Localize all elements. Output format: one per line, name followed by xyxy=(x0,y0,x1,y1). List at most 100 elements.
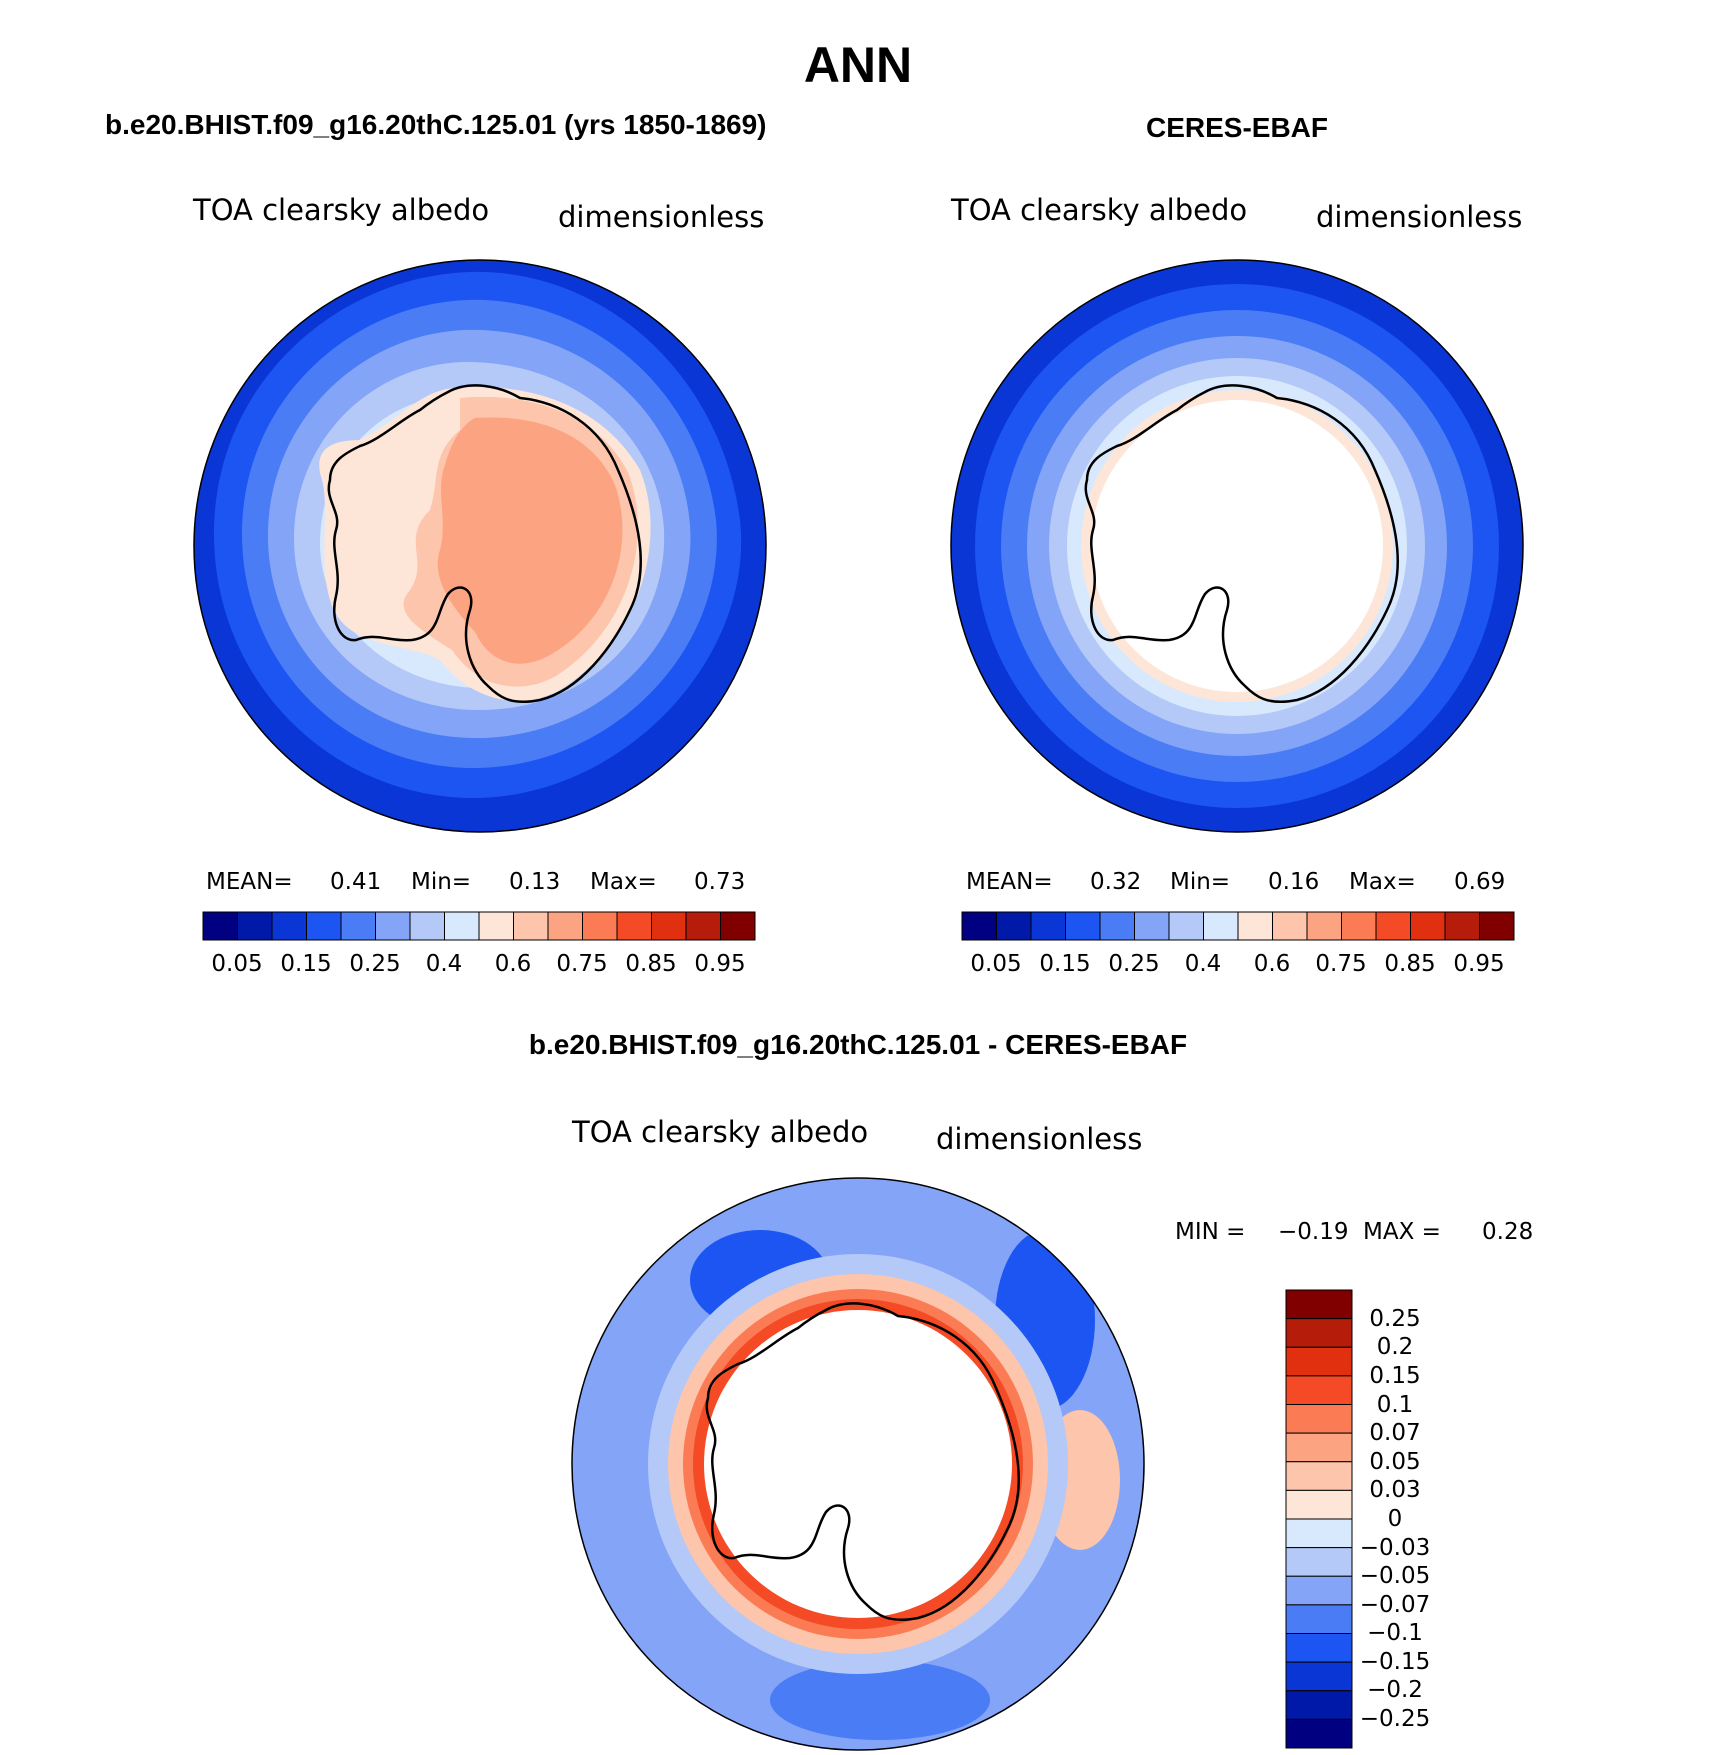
colorbar-swatch xyxy=(1285,1575,1353,1606)
colorbar-swatch xyxy=(1285,1404,1353,1434)
colorbar-swatch xyxy=(1285,1633,1353,1663)
colorbar-swatch xyxy=(1285,1318,1353,1348)
colorbar-tick-label: 0.15 xyxy=(1039,951,1090,977)
colorbar-tick-label: 0.95 xyxy=(1453,951,1504,977)
panel-obs-max-label: Max= xyxy=(1349,869,1416,895)
panel-obs: CERES-EBAF TOA clearsky albedo dimension… xyxy=(950,112,1524,977)
panel-model-mean-label: MEAN= xyxy=(206,869,293,895)
colorbar-swatch xyxy=(271,911,307,941)
panel-obs-boundary xyxy=(950,259,1524,833)
colorbar-swatch xyxy=(1237,911,1273,941)
panel-model-variable: TOA clearsky albedo xyxy=(192,193,489,227)
colorbar-tick-label: 0.75 xyxy=(1315,951,1366,977)
colorbar-swatch xyxy=(1285,1547,1353,1577)
colorbar-swatch xyxy=(513,911,549,941)
colorbar-swatch xyxy=(1134,911,1170,941)
colorbar-tick-label: 0.03 xyxy=(1369,1477,1420,1503)
colorbar-swatch xyxy=(1065,911,1101,941)
diff-blob-2 xyxy=(770,1660,990,1740)
colorbar-tick-label: 0 xyxy=(1388,1506,1403,1532)
colorbar-swatch xyxy=(1272,911,1308,941)
colorbar-swatch xyxy=(1285,1489,1353,1520)
colorbar-tick-label: 0.4 xyxy=(1185,951,1222,977)
colorbar-tick-label: 0.25 xyxy=(1108,951,1159,977)
panel-model-map xyxy=(194,260,766,832)
colorbar-swatch xyxy=(1285,1518,1353,1549)
panel-obs-colorbar-labels: 0.05 0.15 0.25 0.4 0.6 0.75 0.85 0.95 xyxy=(970,951,1504,977)
panel-diff-boundary xyxy=(571,1177,1145,1751)
panel-diff-max-label: MAX = xyxy=(1363,1219,1441,1245)
colorbar-swatch xyxy=(1285,1604,1353,1634)
colorbar-tick-label: 0.95 xyxy=(694,951,745,977)
panel-model-boundary xyxy=(193,259,767,833)
panel-diff-min-label: MIN = xyxy=(1175,1219,1245,1245)
colorbar-tick-label: −0.2 xyxy=(1367,1677,1423,1703)
colorbar-swatch xyxy=(961,911,997,941)
colorbar-tick-label: −0.03 xyxy=(1360,1535,1430,1561)
panel-obs-min-value: 0.16 xyxy=(1268,869,1319,895)
panel-obs-mean-label: MEAN= xyxy=(966,869,1053,895)
colorbar-tick-label: 0.75 xyxy=(556,951,607,977)
colorbar-swatch xyxy=(1285,1289,1353,1320)
colorbar-tick-label: 0.25 xyxy=(1369,1306,1420,1332)
colorbar-swatch xyxy=(1341,911,1377,941)
colorbar-swatch xyxy=(720,911,756,941)
colorbar-tick-label: −0.15 xyxy=(1360,1649,1430,1675)
panel-obs-max-value: 0.69 xyxy=(1454,869,1505,895)
figure-title: ANN xyxy=(804,37,912,93)
panel-obs-mean-value: 0.32 xyxy=(1090,869,1141,895)
colorbar-tick-label: 0.1 xyxy=(1377,1392,1414,1418)
panel-model-max-label: Max= xyxy=(590,869,657,895)
panel-obs-map xyxy=(951,260,1523,832)
panel-diff-colorbar-labels: 0.25 0.2 0.15 0.1 0.07 0.05 0.03 0 −0.03… xyxy=(1360,1306,1430,1732)
colorbar-swatch xyxy=(306,911,342,941)
diff-missing-data xyxy=(704,1310,1012,1618)
panel-diff-variable: TOA clearsky albedo xyxy=(571,1115,868,1149)
colorbar-tick-label: 0.85 xyxy=(625,951,676,977)
colorbar-tick-label: 0.07 xyxy=(1369,1420,1420,1446)
panel-diff-max-value: 0.28 xyxy=(1482,1219,1533,1245)
colorbar-tick-label: 0.15 xyxy=(1369,1363,1420,1389)
colorbar-swatch xyxy=(1285,1346,1353,1377)
model-band-8 xyxy=(437,417,623,664)
panel-diff-title: b.e20.BHIST.f09_g16.20thC.125.01 - CERES… xyxy=(529,1029,1187,1060)
colorbar-tick-label: −0.05 xyxy=(1360,1563,1430,1589)
colorbar-tick-label: 0.4 xyxy=(426,951,463,977)
panel-model-colorbar-labels: 0.05 0.15 0.25 0.4 0.6 0.75 0.85 0.95 xyxy=(211,951,745,977)
colorbar-swatch xyxy=(375,911,411,941)
colorbar-tick-label: 0.05 xyxy=(1369,1449,1420,1475)
panel-model-min-value: 0.13 xyxy=(509,869,560,895)
colorbar-tick-label: −0.1 xyxy=(1367,1620,1423,1646)
panel-model-units: dimensionless xyxy=(558,200,764,234)
colorbar-swatch xyxy=(996,911,1032,941)
panel-obs-title: CERES-EBAF xyxy=(1146,112,1328,143)
colorbar-tick-label: 0.85 xyxy=(1384,951,1435,977)
colorbar-swatch xyxy=(1203,911,1239,941)
colorbar-swatch xyxy=(1285,1661,1353,1692)
colorbar-tick-label: 0.05 xyxy=(970,951,1021,977)
colorbar-tick-label: −0.25 xyxy=(1360,1706,1430,1732)
colorbar-swatch xyxy=(1285,1690,1353,1720)
colorbar-swatch xyxy=(237,911,273,941)
colorbar-tick-label: 0.25 xyxy=(349,951,400,977)
colorbar-swatch xyxy=(1285,1461,1353,1491)
colorbar-swatch xyxy=(582,911,618,941)
colorbar-swatch xyxy=(1479,911,1515,941)
colorbar-tick-label: 0.05 xyxy=(211,951,262,977)
diff-coastline xyxy=(705,1302,1021,1621)
colorbar-swatch xyxy=(444,911,480,941)
model-coastline xyxy=(327,384,643,703)
panel-model-max-value: 0.73 xyxy=(694,869,745,895)
panel-diff-min-value: −0.19 xyxy=(1278,1219,1348,1245)
panel-diff: b.e20.BHIST.f09_g16.20thC.125.01 - CERES… xyxy=(529,1029,1533,1751)
colorbar-swatch xyxy=(1410,911,1446,941)
colorbar-swatch xyxy=(547,911,583,941)
colorbar-swatch xyxy=(1285,1718,1353,1749)
colorbar-tick-label: 0.15 xyxy=(280,951,331,977)
colorbar-swatch xyxy=(409,911,445,941)
panel-model-colorbar xyxy=(202,911,756,941)
panel-obs-units: dimensionless xyxy=(1316,200,1522,234)
panel-model: b.e20.BHIST.f09_g16.20thC.125.01 (yrs 18… xyxy=(105,109,767,977)
colorbar-swatch xyxy=(202,911,238,941)
